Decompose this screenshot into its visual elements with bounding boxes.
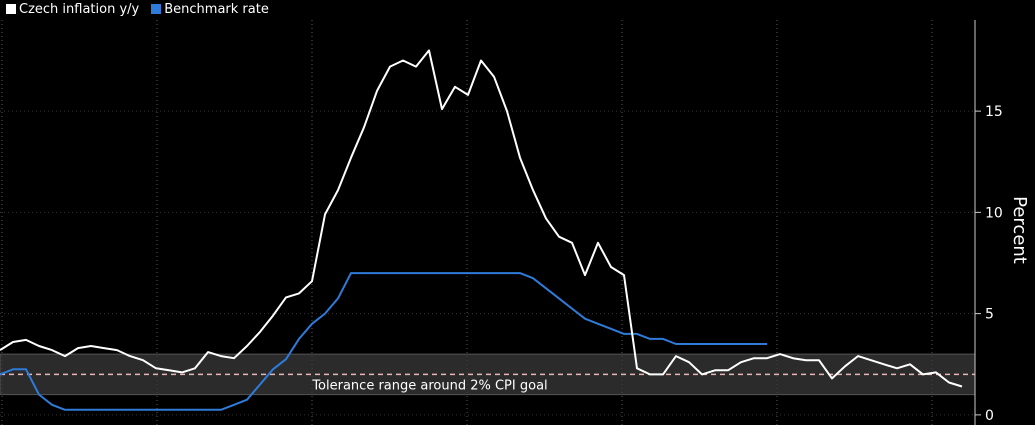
legend: Czech inflation y/y Benchmark rate	[6, 0, 269, 18]
legend-swatch-benchmark	[151, 4, 162, 14]
legend-label-benchmark: Benchmark rate	[164, 1, 269, 17]
y-axis-label: Percent	[1009, 196, 1030, 264]
y-tick-label-5: 5	[985, 307, 994, 323]
y-axis: 0 5 10 15 Percent	[974, 20, 1030, 425]
y-tick-label-10: 10	[985, 205, 1003, 221]
legend-swatch-inflation	[6, 4, 16, 14]
benchmark-rate-line	[0, 272, 767, 411]
legend-item-benchmark: Benchmark rate	[151, 2, 269, 17]
y-tick-label-15: 15	[985, 104, 1003, 120]
tolerance-band-layer: Tolerance range around 2% CPI goal	[0, 353, 976, 396]
inflation-line	[0, 49, 963, 388]
legend-item-inflation: Czech inflation y/y	[6, 2, 139, 17]
y-tick-label-0: 0	[985, 408, 994, 424]
grid	[0, 20, 975, 425]
legend-label-inflation: Czech inflation y/y	[19, 1, 140, 17]
series-layer	[0, 49, 963, 411]
tolerance-band-label: Tolerance range around 2% CPI goal	[311, 379, 547, 394]
